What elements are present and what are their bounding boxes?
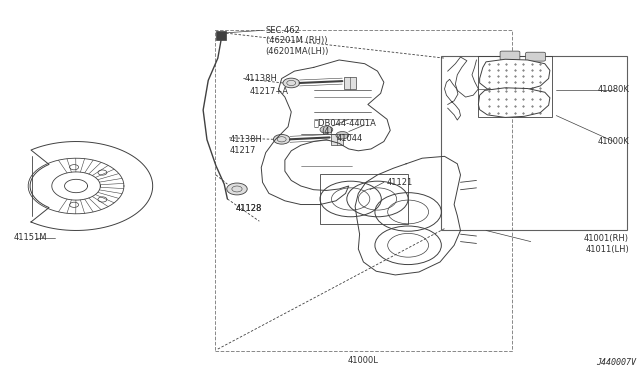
Text: (4): (4) <box>321 126 333 136</box>
Text: 41138H: 41138H <box>244 74 278 83</box>
Text: 41151M: 41151M <box>13 233 47 243</box>
Text: 41138H: 41138H <box>229 135 262 144</box>
Bar <box>214 31 511 351</box>
Bar <box>478 56 552 118</box>
Circle shape <box>227 183 247 195</box>
Text: 41217+A: 41217+A <box>250 87 289 96</box>
Text: 41128: 41128 <box>236 205 262 214</box>
Text: (46201M (RH)): (46201M (RH)) <box>266 36 327 45</box>
Circle shape <box>273 135 290 144</box>
Polygon shape <box>479 59 550 92</box>
Text: 41000K: 41000K <box>597 137 629 146</box>
Bar <box>320 174 408 224</box>
Bar <box>216 32 226 40</box>
Text: 41080K: 41080K <box>597 85 629 94</box>
Text: 41121: 41121 <box>387 178 413 187</box>
Text: 41217: 41217 <box>229 146 256 155</box>
Bar <box>442 56 627 231</box>
Text: (46201MA(LH)): (46201MA(LH)) <box>266 46 329 55</box>
Text: 41000L: 41000L <box>348 356 378 365</box>
FancyBboxPatch shape <box>525 52 545 61</box>
Text: SEC.462: SEC.462 <box>266 26 301 35</box>
Text: 41011(LH): 41011(LH) <box>586 244 629 253</box>
Text: 41128: 41128 <box>236 204 262 213</box>
Text: ⒹDB044-4401A: ⒹDB044-4401A <box>314 119 376 128</box>
Text: 41044: 41044 <box>337 134 363 144</box>
Circle shape <box>320 126 333 134</box>
Polygon shape <box>478 88 550 118</box>
Text: 41001(RH): 41001(RH) <box>584 234 629 243</box>
FancyBboxPatch shape <box>500 51 520 60</box>
Bar <box>344 77 356 89</box>
Text: J440007V: J440007V <box>596 357 636 366</box>
Circle shape <box>283 78 300 88</box>
Bar <box>332 134 343 145</box>
Circle shape <box>336 132 349 139</box>
